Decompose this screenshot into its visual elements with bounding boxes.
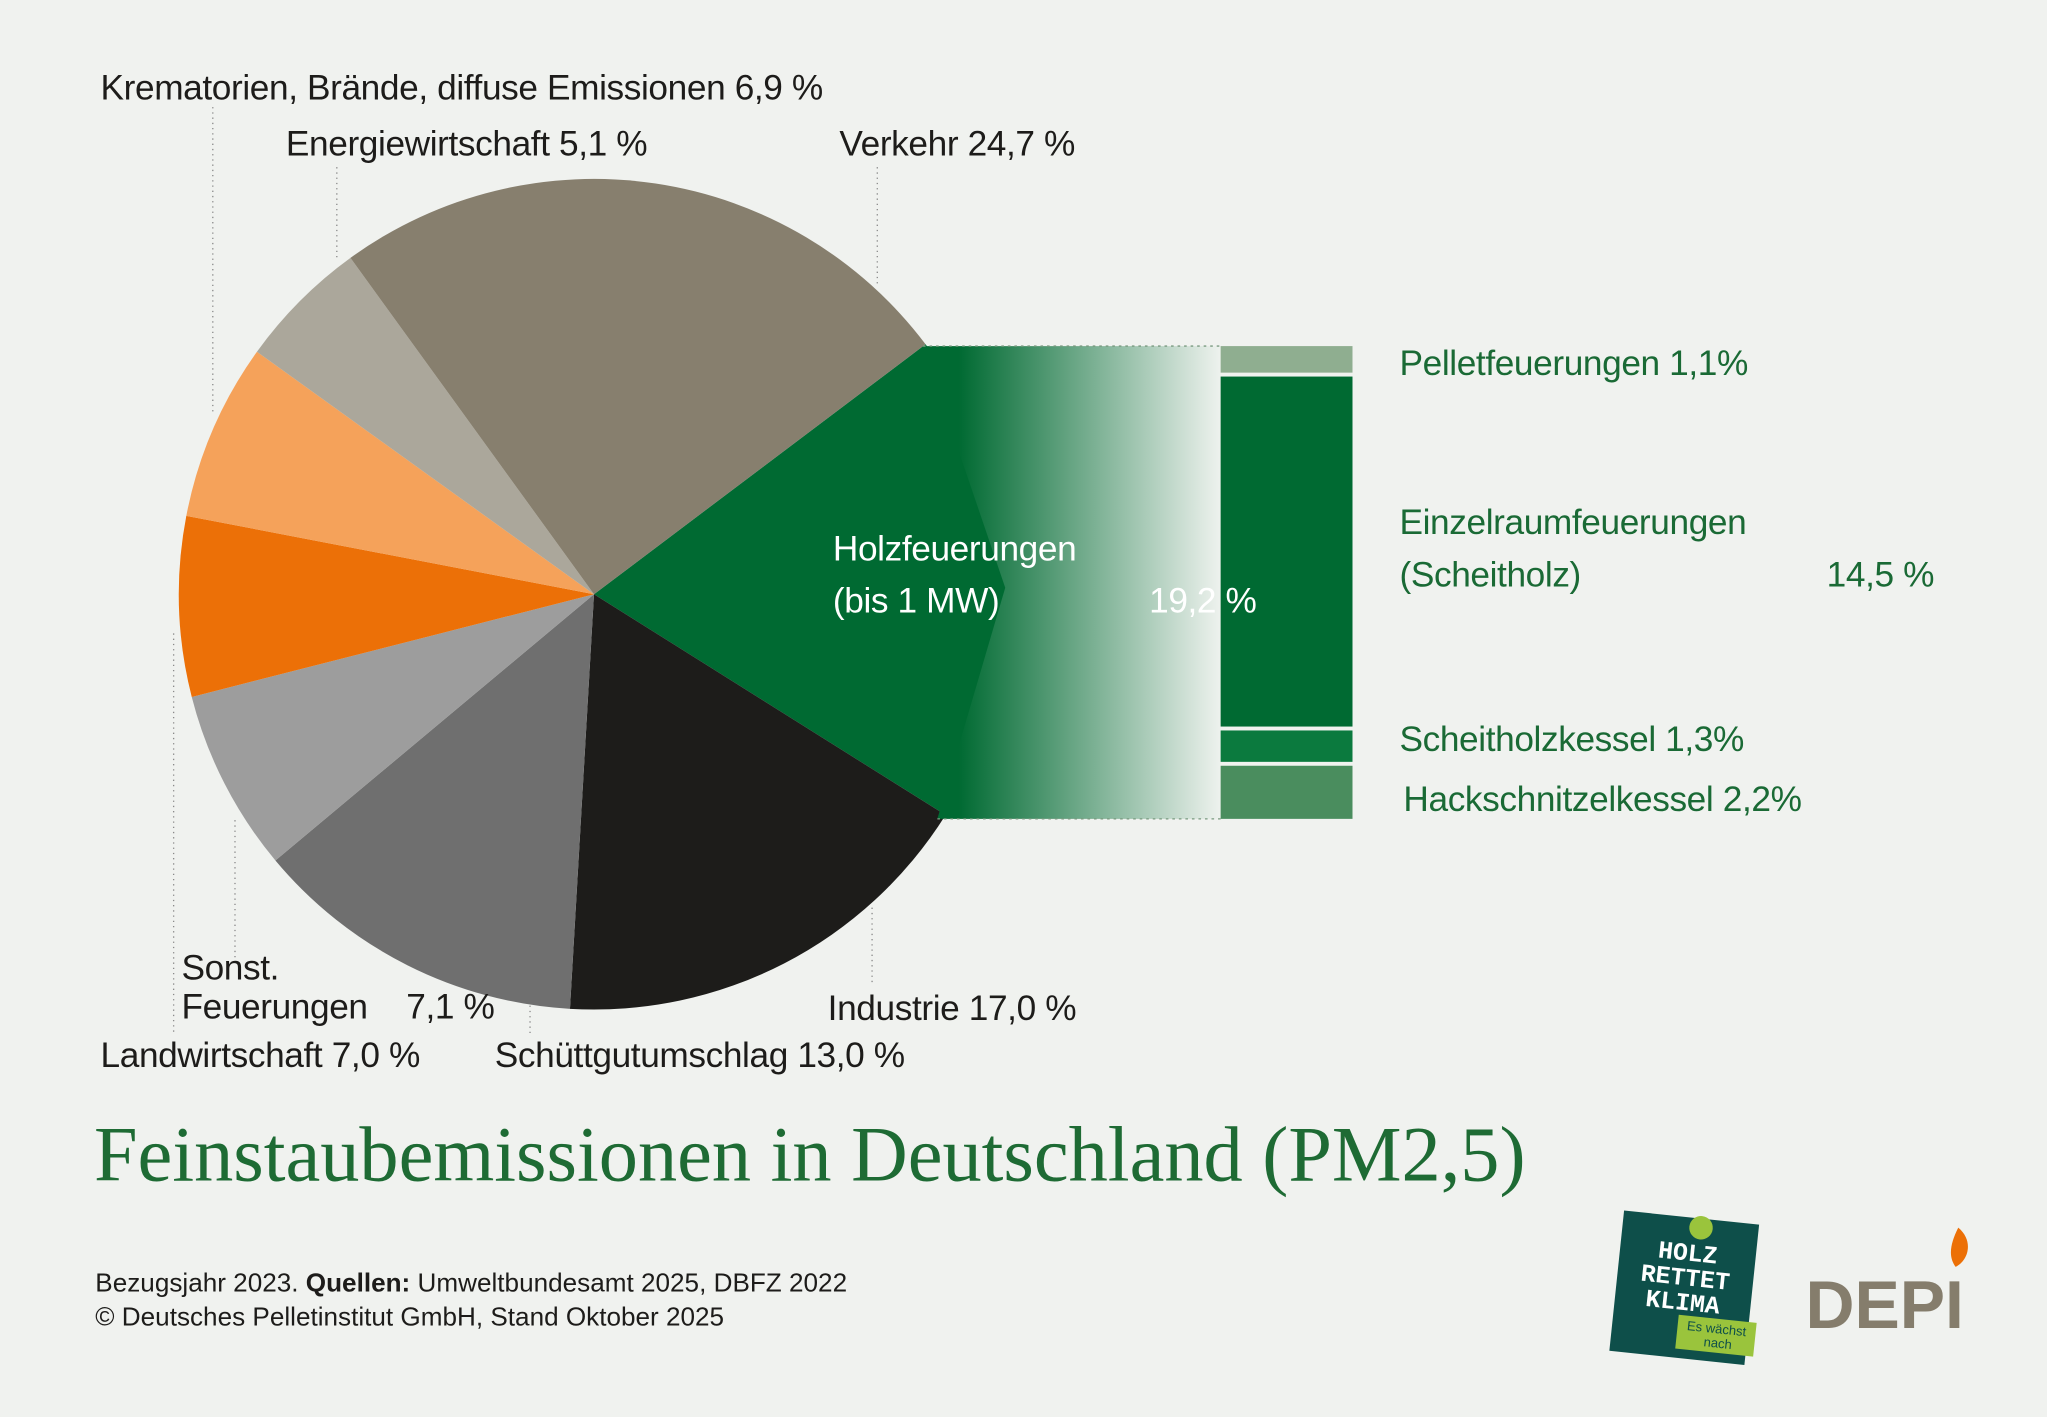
category-label: Krematorien, Brände, diffuse Emissionen [100, 67, 726, 108]
value-label: 1,1% [1669, 343, 1748, 383]
brand-flame [1950, 1227, 1968, 1267]
logo-tag-text: Es wächst [1686, 1318, 1747, 1339]
pie-slice [178, 515, 595, 697]
value-label: 2,2% [1722, 779, 1802, 819]
data-label: Holzfeuerungen (bis 1 MW) 19,2 % [833, 522, 1257, 626]
data-label: Verkehr 24,7 % [839, 120, 1075, 167]
footer-copyright: © Deutsches Pelletinstitut GmbH, Stand O… [95, 1303, 725, 1333]
pie-slice [256, 257, 595, 595]
footer-sources: Bezugsjahr 2023. Quellen: Umweltbundesam… [95, 1269, 847, 1299]
value-label: 19,2 % [1149, 581, 1257, 621]
value-label: 5,1 % [559, 124, 648, 164]
footer-text: Bezugsjahr 2023. [95, 1269, 299, 1299]
pie-slice [594, 344, 1010, 816]
pie-slice [350, 178, 926, 595]
bar-segment [1220, 376, 1353, 727]
pie-slice [569, 594, 946, 1010]
stacked-column [1220, 346, 1353, 819]
pie-slice [191, 594, 595, 861]
data-label: Einzelraumfeuerungen (Scheitholz) 14,5 % [1399, 496, 1934, 600]
value-label: 7,1 % [406, 987, 495, 1027]
logo-tag-text: nach [1703, 1334, 1733, 1352]
data-label: Sonst. Feuerungen 7,1 % [181, 948, 494, 1026]
data-label: Pelletfeuerungen 1,1% [1399, 340, 1748, 387]
data-label: Hackschnitzelkessel 2,2% [1403, 776, 1802, 823]
value-label: 14,5 % [1826, 555, 1935, 595]
data-label: Landwirtschaft 7,0 % [100, 1032, 421, 1079]
data-label: Scheitholzkessel 1,3% [1399, 716, 1744, 763]
bar-segment [1220, 346, 1353, 373]
value-label: 6,9 % [734, 67, 824, 108]
data-label: Krematorien, Brände, diffuse Emissionen … [100, 64, 824, 111]
campaign-logo: HOLZ RETTET KLIMA Es wächst nach [1609, 1210, 1760, 1365]
pie-slice [186, 351, 595, 595]
logo-text: HOLZ [1657, 1237, 1719, 1271]
footer-text: Quellen: [305, 1269, 411, 1299]
category-label: Landwirtschaft [100, 1035, 323, 1075]
value-label: 17,0 % [968, 988, 1077, 1028]
category-label: Pelletfeuerungen [1399, 343, 1660, 383]
value-label: 13,0 % [797, 1035, 905, 1075]
value-label: 1,3% [1665, 719, 1744, 759]
leader-lines [172, 107, 878, 1035]
category-label: Holzfeuerungen (bis 1 MW) [832, 528, 1077, 621]
data-label: Schüttgutumschlag 13,0 % [495, 1032, 905, 1079]
category-label: Energiewirtschaft [285, 124, 550, 164]
value-label: 7,0 % [331, 1035, 421, 1075]
brand-logo: DEPI [1806, 1268, 1964, 1343]
bar-segment [1220, 730, 1353, 762]
pie-slice [275, 594, 595, 1009]
chart-title: Feinstaubemissionen in Deutschland (PM2,… [93, 1111, 1526, 1198]
category-label: Industrie [827, 988, 960, 1028]
category-label: Verkehr [839, 124, 959, 164]
category-label: Einzelraumfeuerungen (Scheitholz) [1399, 502, 1747, 595]
data-label: Industrie 17,0 % [827, 985, 1077, 1032]
category-label: Sonst. Feuerungen [181, 948, 368, 1027]
logo-icon [1689, 1216, 1713, 1240]
logo-tag [1675, 1314, 1757, 1357]
footer-text: Umweltbundesamt 2025, DBFZ 2022 [417, 1269, 848, 1299]
bar-segment [1220, 765, 1353, 819]
category-label: Hackschnitzelkessel [1403, 779, 1714, 819]
connector [922, 346, 1221, 819]
value-label: 24,7 % [967, 124, 1076, 164]
category-label: Scheitholzkessel [1399, 719, 1656, 759]
data-label: Energiewirtschaft 5,1 % [285, 120, 648, 167]
pie [178, 178, 1010, 1010]
category-label: Schüttgutumschlag [494, 1035, 789, 1075]
